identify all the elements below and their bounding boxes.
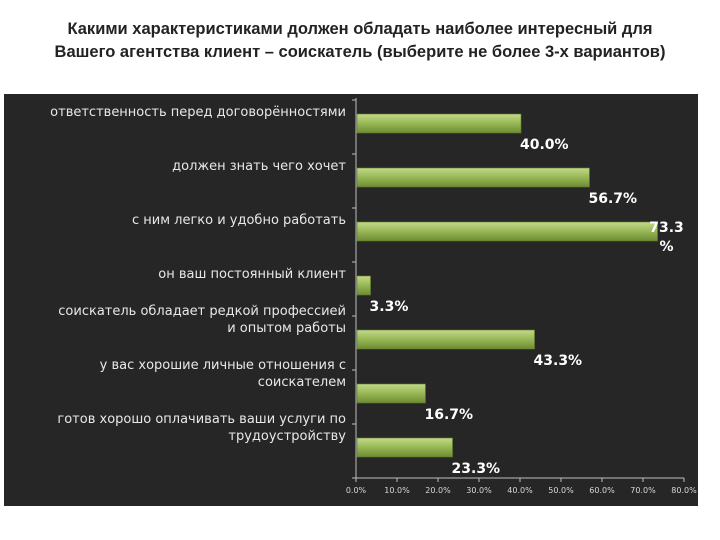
bar (356, 329, 535, 350)
category-label: у вас хорошие личные отношения с (100, 358, 346, 373)
category-label: и опытом работы (227, 321, 346, 336)
bar (356, 221, 658, 242)
x-tick-label: 40.0% (507, 486, 533, 495)
data-label: 23.3% (452, 461, 501, 477)
data-label: 73.3 (649, 220, 684, 236)
chart-panel: 0.0% 10.0% 20.0% 30.0% 40.0% 50.0% 60.0% 70.0% 8… (4, 94, 698, 506)
bar-chart: 0.0% 10.0% 20.0% 30.0% 40.0% 50.0% 60.0% 70.0% 8… (50, 98, 697, 495)
data-label: 40.0% (520, 137, 569, 153)
x-tick-label: 10.0% (384, 486, 410, 495)
bar (356, 437, 453, 458)
category-label: с ним легко и удобно работать (132, 213, 346, 228)
x-tick-label: 20.0% (425, 486, 451, 495)
category-label: готов хорошо оплачивать ваши услуги по (57, 412, 346, 427)
bar (356, 113, 522, 134)
category-label: должен знать чего хочет (172, 159, 346, 174)
bar (356, 275, 371, 296)
bar (356, 167, 590, 188)
x-tick-label: 60.0% (589, 486, 615, 495)
category-label: он ваш постоянный клиент (158, 267, 346, 282)
category-label: соискателем (258, 375, 346, 390)
x-tick-label: 50.0% (548, 486, 574, 495)
x-tick-label: 70.0% (630, 486, 656, 495)
slide-title-line-1: Какими характеристиками должен обладать … (67, 20, 653, 38)
x-tick-label: 0.0% (346, 486, 367, 495)
data-label: 43.3% (534, 353, 583, 369)
category-label: ответственность перед договорённостями (50, 105, 346, 120)
data-label: % (660, 239, 674, 255)
category-label: трудоустройству (228, 429, 346, 444)
data-label: 3.3% (370, 299, 409, 315)
bar (356, 383, 426, 404)
slide-title-line-2: Вашего агентства клиент – соискатель (вы… (54, 43, 666, 61)
x-tick-label: 30.0% (466, 486, 492, 495)
data-label: 16.7% (424, 407, 473, 423)
slide-title: Какими характеристиками должен обладать … (30, 18, 690, 64)
category-label: соискатель обладает редкой профессией (58, 304, 346, 319)
data-label: 56.7% (588, 191, 637, 207)
x-tick-label: 80.0% (671, 486, 697, 495)
